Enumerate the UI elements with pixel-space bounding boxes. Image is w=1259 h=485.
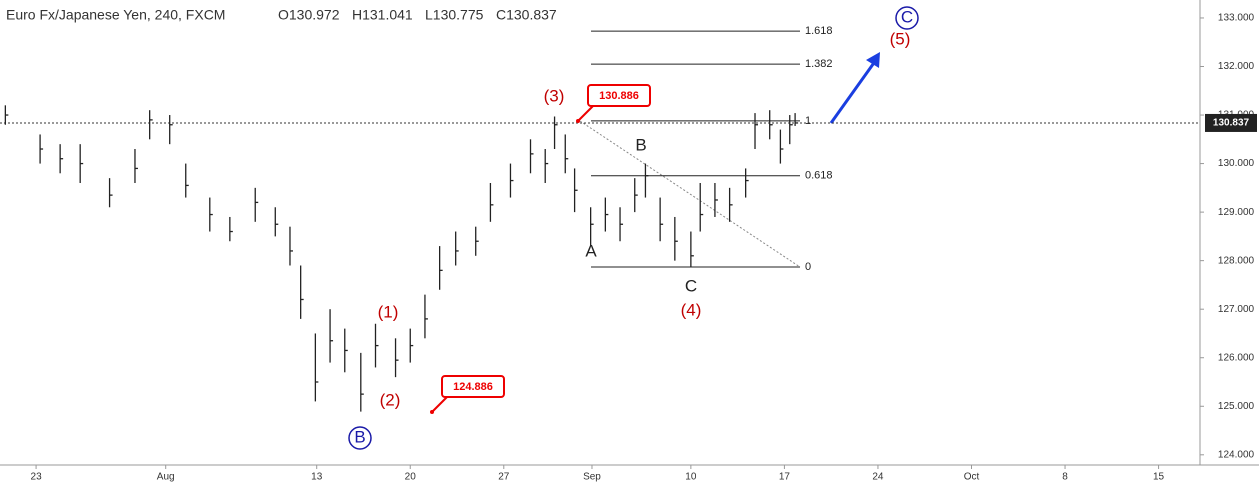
price-tag-box <box>441 375 505 398</box>
wave-label: C <box>901 7 913 26</box>
y-tick-label: 125.000 <box>1218 401 1255 412</box>
fib-label: 1 <box>805 115 811 127</box>
x-tick-label: 13 <box>311 472 323 483</box>
wave-circle <box>348 426 372 450</box>
wave-label: (2) <box>380 390 401 409</box>
y-tick-label: 124.000 <box>1218 449 1255 460</box>
wave-label: (4) <box>681 300 702 319</box>
x-tick-label: Oct <box>964 472 980 483</box>
price-tag-pointer <box>431 395 449 413</box>
y-tick-label: 132.000 <box>1218 61 1255 72</box>
wave-label: A <box>585 241 597 260</box>
price-tag-pointer <box>577 104 595 122</box>
y-tick-label: 126.000 <box>1218 352 1255 363</box>
wave-label: B <box>354 427 365 446</box>
last-price-tag <box>1205 113 1257 132</box>
wave-label: B <box>635 135 646 154</box>
y-tick-label: 127.000 <box>1218 304 1255 315</box>
chart-title: Euro Fx/Japanese Yen, 240, FXCM <box>6 7 225 23</box>
x-tick-label: 24 <box>872 472 884 483</box>
x-tick-label: 8 <box>1062 472 1068 483</box>
fib-label: 0 <box>805 261 811 273</box>
fib-label: 1.382 <box>805 58 833 70</box>
price-tag-label: 130.886 <box>599 90 639 102</box>
price-tag-box <box>587 84 651 107</box>
arrow-head <box>866 52 880 68</box>
price-tag-dot <box>576 119 580 123</box>
x-tick-label: 27 <box>498 472 510 483</box>
price-tag-dot <box>430 410 434 414</box>
arrow <box>829 59 878 124</box>
price-tag-label: 124.886 <box>453 381 493 393</box>
fib-label: 0.618 <box>805 170 833 182</box>
x-tick-label: 10 <box>685 472 697 483</box>
ohlc-close: C130.837 <box>496 7 557 23</box>
trend-line <box>579 120 801 268</box>
ohlc-low: L130.775 <box>425 7 484 23</box>
x-tick-label: 15 <box>1153 472 1165 483</box>
y-tick-label: 128.000 <box>1218 255 1255 266</box>
x-tick-label: 23 <box>31 472 43 483</box>
wave-label: (3) <box>544 86 565 105</box>
wave-label: (5) <box>890 29 911 48</box>
last-price-label: 130.837 <box>1213 118 1250 129</box>
ohlc-high: H131.041 <box>352 7 413 23</box>
fib-label: 1.618 <box>805 25 833 37</box>
x-tick-label: 20 <box>405 472 417 483</box>
y-tick-label: 133.000 <box>1218 13 1255 24</box>
x-tick-label: Sep <box>583 472 601 483</box>
x-tick-label: 17 <box>779 472 791 483</box>
y-tick-label: 130.000 <box>1218 158 1255 169</box>
wave-label: C <box>685 276 697 295</box>
wave-circle <box>895 6 919 30</box>
y-tick-label: 129.000 <box>1218 207 1255 218</box>
wave-label: (1) <box>378 302 399 321</box>
x-tick-label: Aug <box>157 472 175 483</box>
ohlc-open: O130.972 <box>278 7 340 23</box>
